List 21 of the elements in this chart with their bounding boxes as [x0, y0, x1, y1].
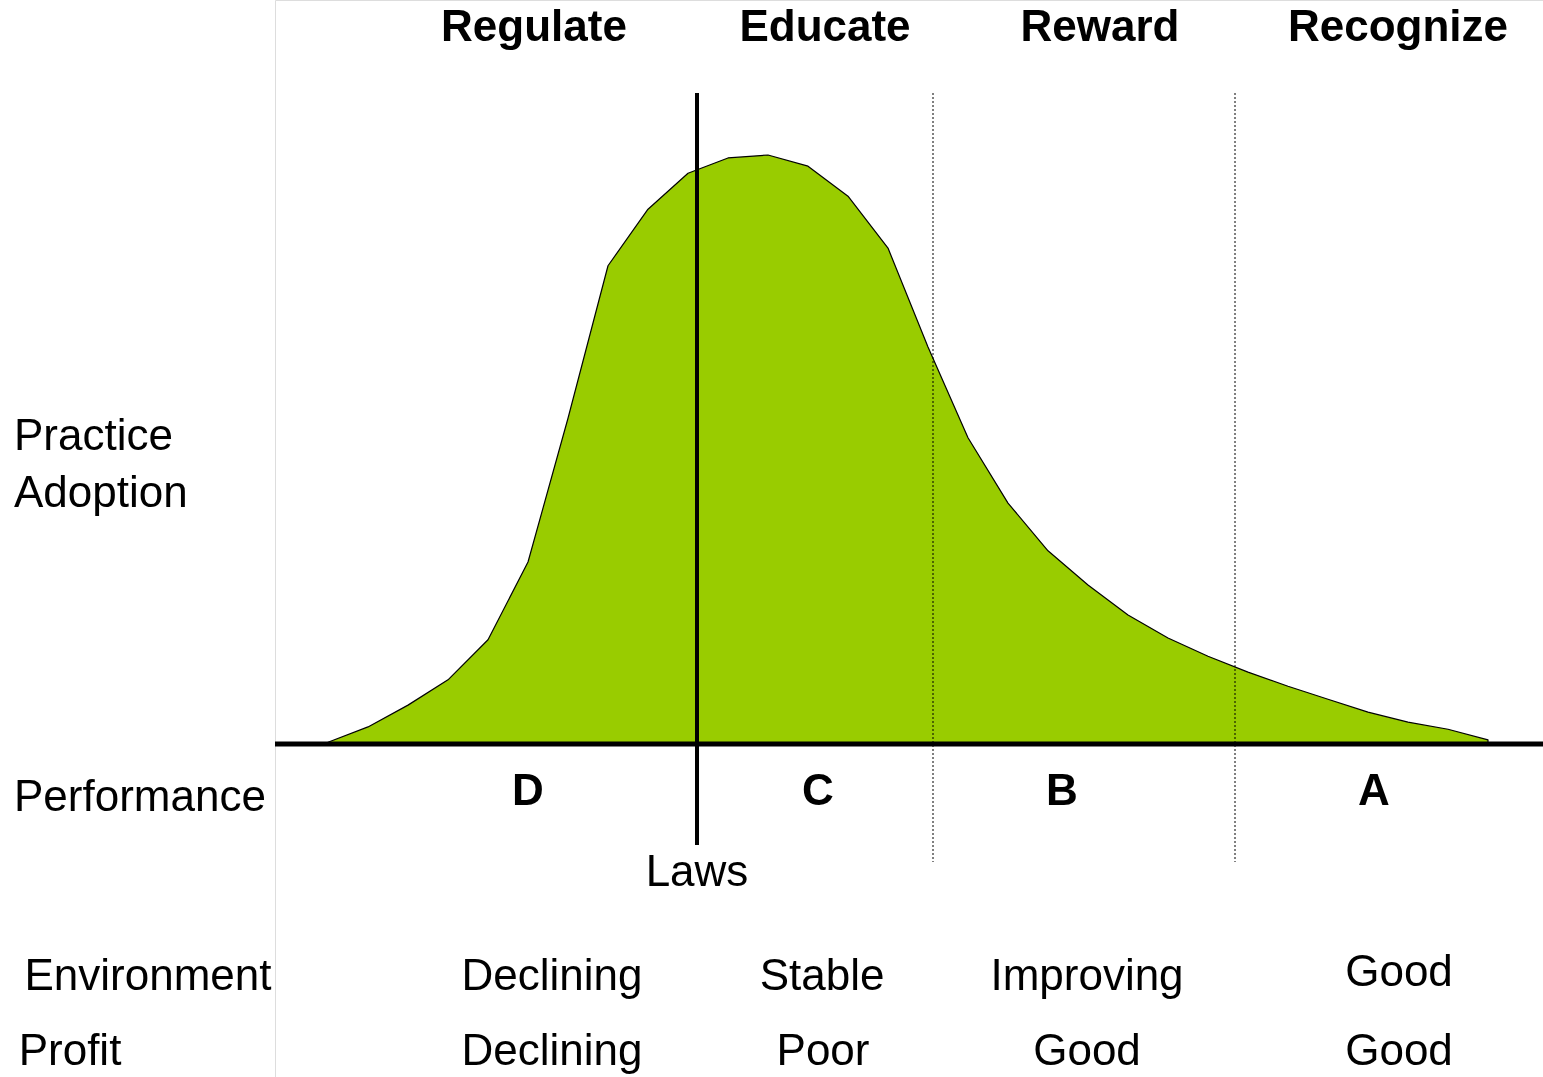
- text: Improving: [990, 950, 1184, 999]
- text: Educate: [739, 1, 911, 50]
- text: Declining: [461, 950, 643, 999]
- text: A: [1358, 765, 1390, 814]
- text: C: [802, 765, 834, 814]
- text: Laws: [645, 846, 749, 895]
- text: Regulate: [441, 1, 627, 50]
- text: B: [1046, 765, 1078, 814]
- text: D: [512, 765, 544, 814]
- text: Profit: [18, 1025, 122, 1074]
- y-axis-title: Practice Adoption: [14, 410, 188, 516]
- text: Good: [1345, 1025, 1453, 1074]
- text: Good: [1033, 1025, 1141, 1074]
- text: Good: [1345, 946, 1453, 995]
- text: Environment: [24, 950, 272, 999]
- text: Declining: [461, 1025, 643, 1074]
- x-axis-title: Performance: [14, 771, 266, 820]
- text: Recognize: [1287, 1, 1509, 50]
- text: Reward: [1020, 1, 1180, 50]
- text: Poor: [776, 1025, 870, 1074]
- text: Stable: [759, 950, 885, 999]
